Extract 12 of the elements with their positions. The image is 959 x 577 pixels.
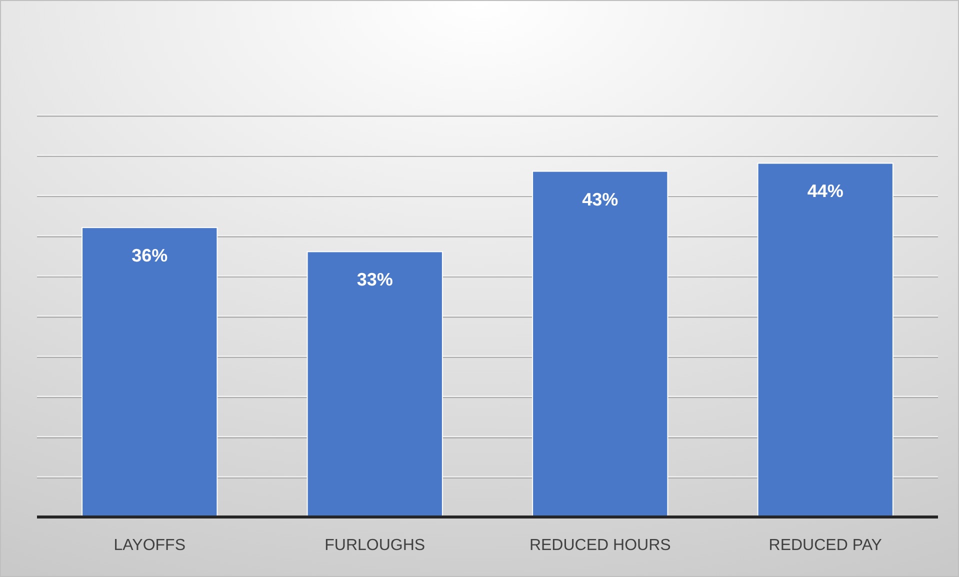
bar bbox=[532, 170, 668, 518]
x-tick-label: LAYOFFS bbox=[114, 537, 186, 554]
x-tick-label: REDUCED HOURS bbox=[529, 537, 671, 554]
bar bbox=[82, 227, 218, 518]
data-label: 36% bbox=[132, 246, 168, 266]
data-label: 33% bbox=[356, 270, 393, 290]
data-label: 44% bbox=[807, 181, 844, 202]
bar bbox=[757, 162, 894, 518]
x-tick-label: FURLOUGHS bbox=[324, 537, 426, 554]
data-label: 43% bbox=[582, 189, 618, 210]
bar bbox=[306, 251, 443, 518]
x-tick-label: REDUCED PAY bbox=[768, 537, 882, 554]
